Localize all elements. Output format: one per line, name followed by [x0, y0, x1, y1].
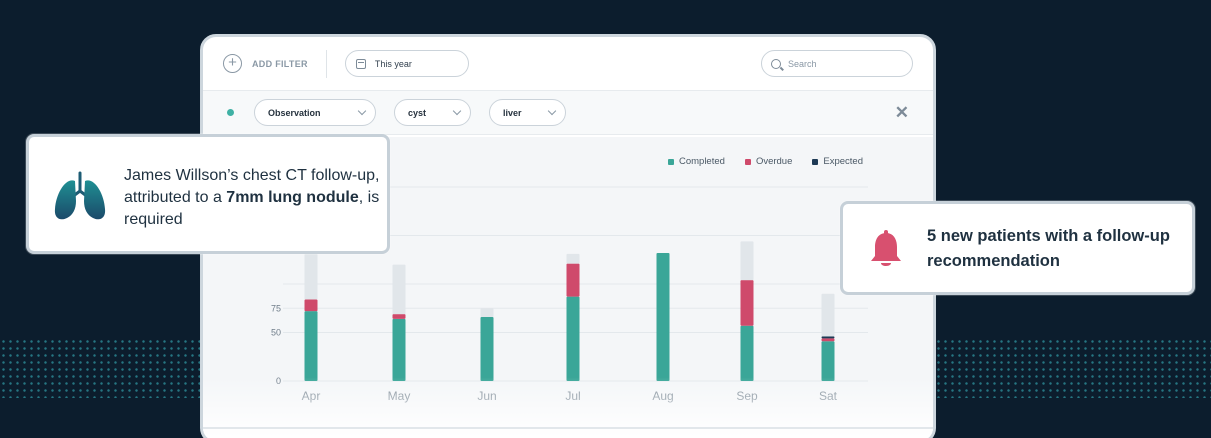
divider: [203, 427, 933, 429]
legend-item-expected: Expected: [812, 156, 863, 167]
bar-segment-expected: [821, 336, 835, 339]
notification-card-new-patients[interactable]: 5 new patients with a follow-up recommen…: [840, 201, 1195, 295]
filter-chip-cyst[interactable]: cyst: [394, 99, 471, 126]
legend-label: Expected: [823, 156, 863, 167]
legend-item-overdue: Overdue: [744, 156, 793, 167]
y-tick-label: 75: [271, 303, 281, 313]
y-tick-label: 50: [271, 328, 281, 338]
bar-segment-remaining: [821, 293, 835, 337]
bar-segment-overdue: [740, 280, 754, 326]
calendar-icon: [355, 58, 366, 69]
bar-segment-remaining: [740, 241, 754, 281]
filter-chip-label: cyst: [408, 107, 427, 118]
bar-segment-completed: [821, 341, 835, 381]
notification-card-follow-up[interactable]: James Willson’s chest CT follow-up, attr…: [26, 134, 390, 254]
toolbar: + ADD FILTER This year Search: [203, 37, 933, 91]
notification-text-part: , is required: [124, 189, 380, 228]
filter-chip-liver[interactable]: liver: [489, 99, 566, 126]
bar-segment-overdue: [392, 314, 406, 319]
filter-bar: Observation cyst liver ✕: [203, 91, 933, 135]
bar-segment-completed: [740, 325, 754, 381]
bar-segment-overdue: [566, 263, 580, 297]
filter-chip-label: Observation: [268, 107, 321, 118]
decorative-dots-right: [935, 338, 1211, 398]
search-placeholder: Search: [788, 58, 817, 69]
legend-label: Overdue: [755, 156, 793, 167]
legend-swatch: [744, 158, 751, 165]
filter-chip-label: liver: [503, 107, 522, 118]
chevron-down-icon: [547, 106, 557, 115]
bar-segment-overdue: [821, 338, 835, 342]
search-input[interactable]: Search: [761, 50, 913, 77]
legend-swatch: [667, 158, 674, 165]
chart-legend: Completed Overdue Expected: [667, 156, 863, 167]
bar-segment-completed: [392, 318, 406, 381]
add-filter-button[interactable]: + ADD FILTER: [223, 54, 308, 73]
notification-text: James Willson’s chest CT follow-up, attr…: [124, 165, 382, 231]
notification-text: 5 new patients with a follow-up recommen…: [927, 227, 1170, 270]
bar-segment-completed: [656, 252, 670, 381]
bar-segment-overdue: [304, 299, 318, 312]
filter-status-dot: [227, 109, 234, 116]
search-icon: [771, 58, 781, 69]
plus-icon: +: [223, 54, 242, 73]
close-icon[interactable]: ✕: [894, 102, 909, 122]
notification-text-part: James Willson’s chest CT follow-up, attr…: [124, 167, 380, 206]
bar-segment-remaining: [392, 264, 406, 315]
legend-label: Completed: [678, 156, 725, 167]
bar-segment-completed: [480, 316, 494, 381]
filter-chip-observation[interactable]: Observation: [254, 99, 376, 126]
bar-segment-remaining: [566, 253, 580, 264]
lungs-icon: [54, 171, 106, 220]
bar-segment-completed: [566, 296, 580, 381]
date-range-label: This year: [374, 58, 412, 69]
bar-segment-completed: [304, 311, 318, 381]
chevron-down-icon: [357, 106, 367, 115]
chevron-down-icon: [452, 106, 462, 115]
divider: [325, 49, 327, 78]
bar-segment-remaining: [304, 253, 318, 300]
notification-text-bold: 7mm lung nodule: [226, 189, 359, 206]
bar-segment-remaining: [480, 308, 494, 317]
bell-icon: [871, 230, 901, 266]
legend-swatch: [812, 158, 819, 165]
date-range-select[interactable]: This year: [344, 50, 469, 77]
add-filter-label: ADD FILTER: [252, 58, 308, 69]
legend-item-completed: Completed: [667, 156, 725, 167]
decorative-dots-left: [0, 338, 210, 398]
